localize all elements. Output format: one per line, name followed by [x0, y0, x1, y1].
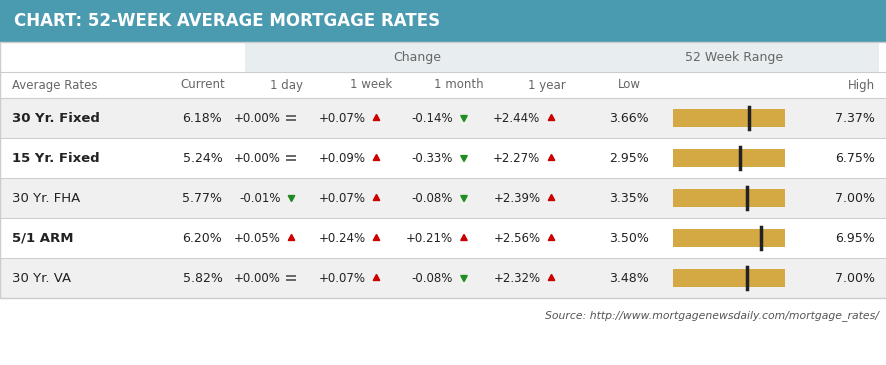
- Text: +0.21%: +0.21%: [406, 231, 453, 245]
- Polygon shape: [373, 195, 379, 200]
- Polygon shape: [460, 155, 467, 162]
- Bar: [0, 138, 886, 178]
- Text: -0.01%: -0.01%: [238, 192, 280, 204]
- Text: Average Rates: Average Rates: [12, 78, 97, 92]
- Text: +2.56%: +2.56%: [493, 231, 540, 245]
- Bar: [672, 149, 784, 167]
- Text: 30 Yr. FHA: 30 Yr. FHA: [12, 192, 80, 204]
- Text: 1 week: 1 week: [350, 78, 392, 92]
- Text: +0.05%: +0.05%: [233, 231, 280, 245]
- Text: -0.08%: -0.08%: [411, 192, 453, 204]
- Text: 3.48%: 3.48%: [609, 272, 649, 284]
- Text: 7.00%: 7.00%: [834, 272, 874, 284]
- Text: 52 Week Range: 52 Week Range: [685, 50, 782, 64]
- Bar: [0, 258, 886, 298]
- Polygon shape: [548, 274, 554, 280]
- Polygon shape: [548, 154, 554, 161]
- Text: Source: http://www.mortgagenewsdaily.com/mortgage_rates/: Source: http://www.mortgagenewsdaily.com…: [545, 311, 878, 322]
- Text: 5.77%: 5.77%: [183, 192, 222, 204]
- Bar: [0, 42, 886, 298]
- Text: -0.14%: -0.14%: [411, 111, 453, 124]
- Polygon shape: [373, 154, 379, 161]
- Polygon shape: [460, 196, 467, 201]
- Polygon shape: [460, 234, 467, 241]
- Text: 2.95%: 2.95%: [609, 151, 649, 165]
- Text: CHART: 52-WEEK AVERAGE MORTGAGE RATES: CHART: 52-WEEK AVERAGE MORTGAGE RATES: [14, 12, 439, 30]
- Bar: [0, 218, 886, 258]
- Polygon shape: [548, 195, 554, 200]
- Bar: [0, 98, 886, 138]
- Text: +0.09%: +0.09%: [318, 151, 365, 165]
- Polygon shape: [373, 274, 379, 280]
- Text: +0.24%: +0.24%: [318, 231, 365, 245]
- Polygon shape: [288, 196, 294, 201]
- Text: High: High: [847, 78, 874, 92]
- Text: +2.39%: +2.39%: [493, 192, 540, 204]
- Text: 1 month: 1 month: [434, 78, 483, 92]
- Text: 3.66%: 3.66%: [609, 111, 648, 124]
- Bar: [0, 0, 886, 42]
- Text: Low: Low: [617, 78, 640, 92]
- Bar: [672, 189, 784, 207]
- Text: 1 year: 1 year: [527, 78, 564, 92]
- Text: Current: Current: [180, 78, 225, 92]
- Text: -0.33%: -0.33%: [411, 151, 453, 165]
- Bar: [0, 72, 886, 98]
- Bar: [589, 42, 878, 72]
- Text: 30 Yr. Fixed: 30 Yr. Fixed: [12, 111, 100, 124]
- Bar: [672, 229, 784, 247]
- Text: 3.50%: 3.50%: [609, 231, 649, 245]
- Polygon shape: [288, 234, 294, 241]
- Text: +2.44%: +2.44%: [493, 111, 540, 124]
- Polygon shape: [548, 114, 554, 120]
- Text: 7.37%: 7.37%: [835, 111, 874, 124]
- Text: 6.75%: 6.75%: [835, 151, 874, 165]
- Bar: [0, 42, 886, 72]
- Bar: [0, 178, 886, 218]
- Text: 5.24%: 5.24%: [183, 151, 222, 165]
- Text: 15 Yr. Fixed: 15 Yr. Fixed: [12, 151, 99, 165]
- Text: 1 day: 1 day: [269, 78, 303, 92]
- Text: +2.27%: +2.27%: [493, 151, 540, 165]
- Bar: [245, 42, 589, 72]
- Text: 6.95%: 6.95%: [835, 231, 874, 245]
- Text: 6.20%: 6.20%: [183, 231, 222, 245]
- Polygon shape: [373, 114, 379, 120]
- Text: 6.18%: 6.18%: [183, 111, 222, 124]
- Text: 30 Yr. VA: 30 Yr. VA: [12, 272, 71, 284]
- Text: Change: Change: [393, 50, 441, 64]
- Text: +0.07%: +0.07%: [318, 272, 365, 284]
- Text: 3.35%: 3.35%: [609, 192, 649, 204]
- Text: 5/1 ARM: 5/1 ARM: [12, 231, 74, 245]
- Text: +0.00%: +0.00%: [233, 111, 280, 124]
- Bar: [672, 109, 784, 127]
- Polygon shape: [373, 234, 379, 241]
- Text: 5.82%: 5.82%: [183, 272, 222, 284]
- Text: +0.00%: +0.00%: [233, 272, 280, 284]
- Text: -0.08%: -0.08%: [411, 272, 453, 284]
- Bar: [672, 269, 784, 287]
- Text: +2.32%: +2.32%: [493, 272, 540, 284]
- Text: +0.07%: +0.07%: [318, 111, 365, 124]
- Polygon shape: [460, 276, 467, 281]
- Text: +0.00%: +0.00%: [233, 151, 280, 165]
- Polygon shape: [460, 116, 467, 122]
- Polygon shape: [548, 234, 554, 241]
- Text: +0.07%: +0.07%: [318, 192, 365, 204]
- Text: 7.00%: 7.00%: [834, 192, 874, 204]
